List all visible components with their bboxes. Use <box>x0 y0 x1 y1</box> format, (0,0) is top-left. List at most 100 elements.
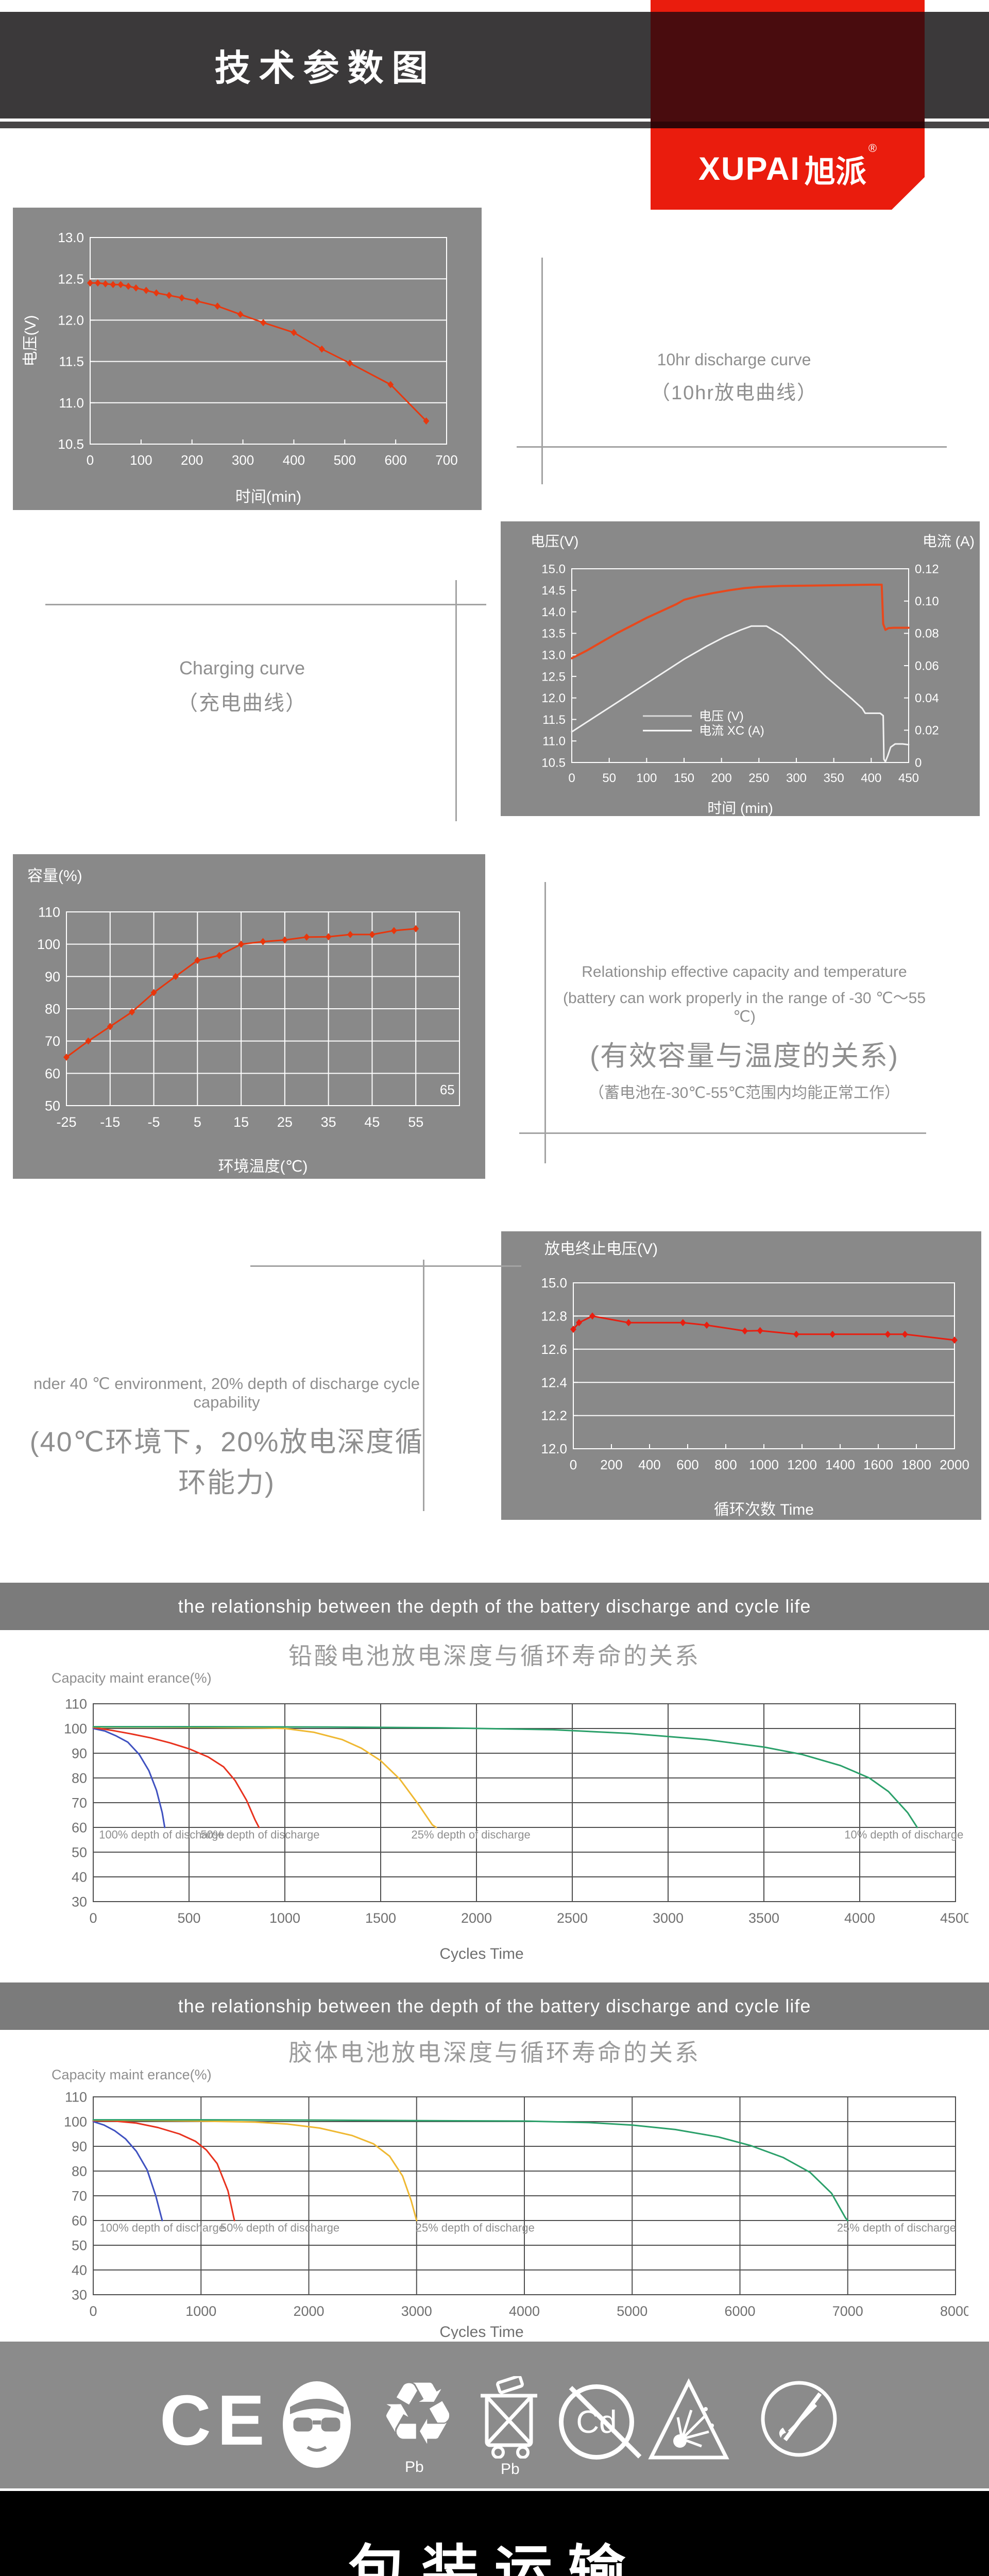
svg-text:1200: 1200 <box>787 1457 817 1472</box>
leadacid-axis-label: Capacity maint erance(%) <box>52 1670 212 1686</box>
svg-text:0.06: 0.06 <box>915 659 939 673</box>
svg-text:15: 15 <box>233 1114 249 1130</box>
discharge-curve-panel: 0 100 200 300 400 500 600 700 10.5 11.0 11.5 12.0 12… <box>13 208 482 510</box>
svg-text:电压(V): 电压(V) <box>531 533 578 549</box>
svg-text:0.02: 0.02 <box>915 724 939 738</box>
svg-text:60: 60 <box>45 1066 60 1081</box>
svg-text:15.0: 15.0 <box>541 562 566 576</box>
caption-charging-curve: Charging curve （充电曲线） <box>88 657 397 716</box>
svg-text:25% depth of discharge: 25% depth of discharge <box>412 1828 531 1841</box>
svg-text:循环次数 Time: 循环次数 Time <box>714 1501 814 1518</box>
svg-text:0.08: 0.08 <box>915 627 939 641</box>
svg-text:110: 110 <box>65 1696 87 1711</box>
svg-text:2000: 2000 <box>293 2303 324 2319</box>
svg-text:600: 600 <box>676 1457 698 1472</box>
svg-text:65: 65 <box>440 1082 455 1097</box>
svg-text:-25: -25 <box>56 1114 76 1130</box>
svg-text:60: 60 <box>72 2213 87 2228</box>
brand-logo: XUPAI 旭派 ® <box>651 128 925 210</box>
svg-text:80: 80 <box>45 1001 60 1016</box>
svg-text:容量(%): 容量(%) <box>27 868 82 885</box>
svg-text:50% depth of discharge: 50% depth of discharge <box>200 1828 319 1841</box>
decor-vertical-line-2 <box>455 580 457 821</box>
banner-gel-text: the relationship between the depth of th… <box>178 1995 811 2016</box>
subtitle-gel: 胶体电池放电深度与循环寿命的关系 <box>288 2039 701 2066</box>
cycle-endurance-chart: 0 200 400 600 800 1000 1200 1400 1600 1800 2000 12.… <box>541 1241 969 1518</box>
caption-cycle-en: nder 40 ℃ environment, 20% depth of disc… <box>33 1375 420 1411</box>
svg-text:10% depth of discharge: 10% depth of discharge <box>844 1828 963 1841</box>
svg-text:3000: 3000 <box>401 2303 432 2319</box>
svg-text:80: 80 <box>72 2163 87 2179</box>
svg-text:11.5: 11.5 <box>542 713 566 727</box>
decor-horizontal-line-1 <box>517 446 947 448</box>
caption-charging-cn: （充电曲线） <box>177 692 307 715</box>
caption-cycle-endurance: nder 40 ℃ environment, 20% depth of disc… <box>21 1370 433 1500</box>
caption-discharge-cn: （10hr放电曲线） <box>650 382 818 404</box>
decor-vertical-line-1 <box>541 258 543 484</box>
caption-cycle-cn: (40℃环境下，20%放电深度循环能力) <box>29 1427 424 1498</box>
svg-text:300: 300 <box>232 452 254 468</box>
gel-axis-label: Capacity maint erance(%) <box>52 2067 212 2082</box>
svg-text:-15: -15 <box>100 1114 120 1130</box>
svg-text:放电终止电压(V): 放电终止电压(V) <box>544 1241 658 1258</box>
svg-text:4000: 4000 <box>844 1910 875 1926</box>
svg-text:40: 40 <box>72 2262 87 2278</box>
svg-text:35: 35 <box>321 1114 336 1130</box>
svg-text:25: 25 <box>277 1114 293 1130</box>
svg-text:13.5: 13.5 <box>541 627 566 641</box>
svg-text:14.0: 14.0 <box>541 605 566 619</box>
svg-text:0: 0 <box>568 771 575 785</box>
svg-text:11.0: 11.0 <box>542 735 566 749</box>
svg-text:10.5: 10.5 <box>541 756 566 770</box>
svg-text:电流 (A): 电流 (A) <box>923 533 975 549</box>
svg-text:45: 45 <box>364 1114 380 1130</box>
svg-text:200: 200 <box>600 1457 622 1472</box>
svg-text:7000: 7000 <box>832 2303 863 2319</box>
no-cadmium-icon: Cd <box>559 2384 642 2460</box>
svg-text:90: 90 <box>45 969 60 985</box>
svg-text:100: 100 <box>130 452 152 468</box>
svg-text:350: 350 <box>824 771 844 785</box>
svg-text:1400: 1400 <box>825 1457 855 1472</box>
svg-text:50% depth of discharge: 50% depth of discharge <box>220 2222 339 2234</box>
svg-text:2000: 2000 <box>461 1910 492 1926</box>
svg-text:1000: 1000 <box>749 1457 779 1472</box>
svg-text:90: 90 <box>72 1745 87 1761</box>
svg-text:0: 0 <box>89 1910 97 1926</box>
caption-capacity-en1: Relationship effective capacity and temp… <box>582 963 907 980</box>
svg-text:15.0: 15.0 <box>541 1275 567 1291</box>
svg-text:70: 70 <box>72 2188 87 2204</box>
certification-bar <box>0 2342 989 2488</box>
banner-leadacid-cycle-life: the relationship between the depth of th… <box>0 1583 989 1630</box>
svg-text:800: 800 <box>714 1457 737 1472</box>
svg-text:400: 400 <box>283 452 305 468</box>
svg-text:12.4: 12.4 <box>541 1375 567 1390</box>
leadacid-cycle-life-chart: 0 500 1000 1500 2000 2500 3000 3500 4000 4500 30 40… <box>64 1696 968 1962</box>
decor-horizontal-line-4 <box>250 1265 521 1267</box>
svg-text:50: 50 <box>45 1098 60 1113</box>
svg-text:40: 40 <box>72 1869 87 1885</box>
svg-text:30: 30 <box>72 1894 87 1909</box>
logo-column-top <box>651 0 925 12</box>
caption-charging-en: Charging curve <box>179 657 305 679</box>
decor-horizontal-line-3 <box>519 1132 926 1134</box>
svg-text:700: 700 <box>435 452 457 468</box>
no-open-flame-icon <box>761 2381 837 2457</box>
svg-text:11.5: 11.5 <box>59 354 84 369</box>
safety-goggles-icon <box>283 2381 351 2468</box>
svg-text:0: 0 <box>570 1457 577 1472</box>
svg-text:电流 XC (A): 电流 XC (A) <box>699 724 764 738</box>
svg-text:0.10: 0.10 <box>915 595 939 608</box>
svg-text:0: 0 <box>87 452 94 468</box>
ce-mark-icon: CE <box>160 2381 271 2460</box>
svg-text:110: 110 <box>38 904 60 920</box>
svg-text:8000: 8000 <box>940 2303 968 2319</box>
packing-title: 包装运输 <box>348 2540 641 2576</box>
svg-text:3500: 3500 <box>748 1910 779 1926</box>
svg-text:110: 110 <box>65 2092 87 2105</box>
logo-column-overlap <box>651 12 925 122</box>
svg-text:0.12: 0.12 <box>915 562 939 576</box>
svg-text:2500: 2500 <box>557 1910 588 1926</box>
svg-text:450: 450 <box>898 771 919 785</box>
